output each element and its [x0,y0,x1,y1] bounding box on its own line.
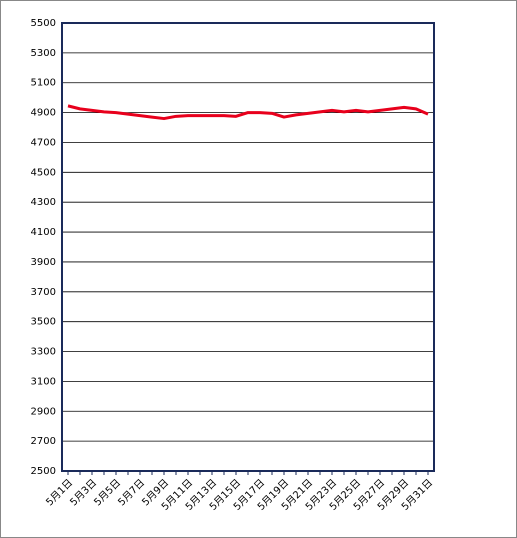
y-tick-label: 4300 [31,197,56,208]
data-line [67,104,429,121]
y-tick-label: 4900 [31,108,56,119]
y-tick-label: 5300 [31,48,56,59]
y-tick-label: 5500 [31,18,56,29]
y-tick-label: 3300 [31,347,56,358]
y-tick-label: 2900 [31,406,56,417]
y-tick-label: 3500 [31,317,56,328]
y-tick-label: 4700 [31,137,56,148]
y-tick-label: 5100 [31,78,56,89]
y-tick-label: 4100 [31,227,56,238]
y-tick-label: 4500 [31,167,56,178]
plot-border [61,22,435,472]
y-tick-label: 2700 [31,436,56,447]
y-tick-label: 2500 [31,466,56,477]
y-tick-label: 3700 [31,287,56,298]
y-tick-label: 3100 [31,376,56,387]
y-tick-label: 3900 [31,257,56,268]
